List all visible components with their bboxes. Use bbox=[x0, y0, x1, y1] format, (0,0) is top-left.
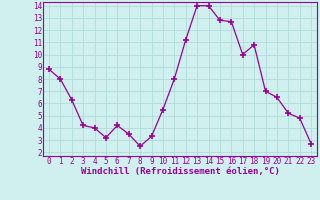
X-axis label: Windchill (Refroidissement éolien,°C): Windchill (Refroidissement éolien,°C) bbox=[81, 167, 279, 176]
